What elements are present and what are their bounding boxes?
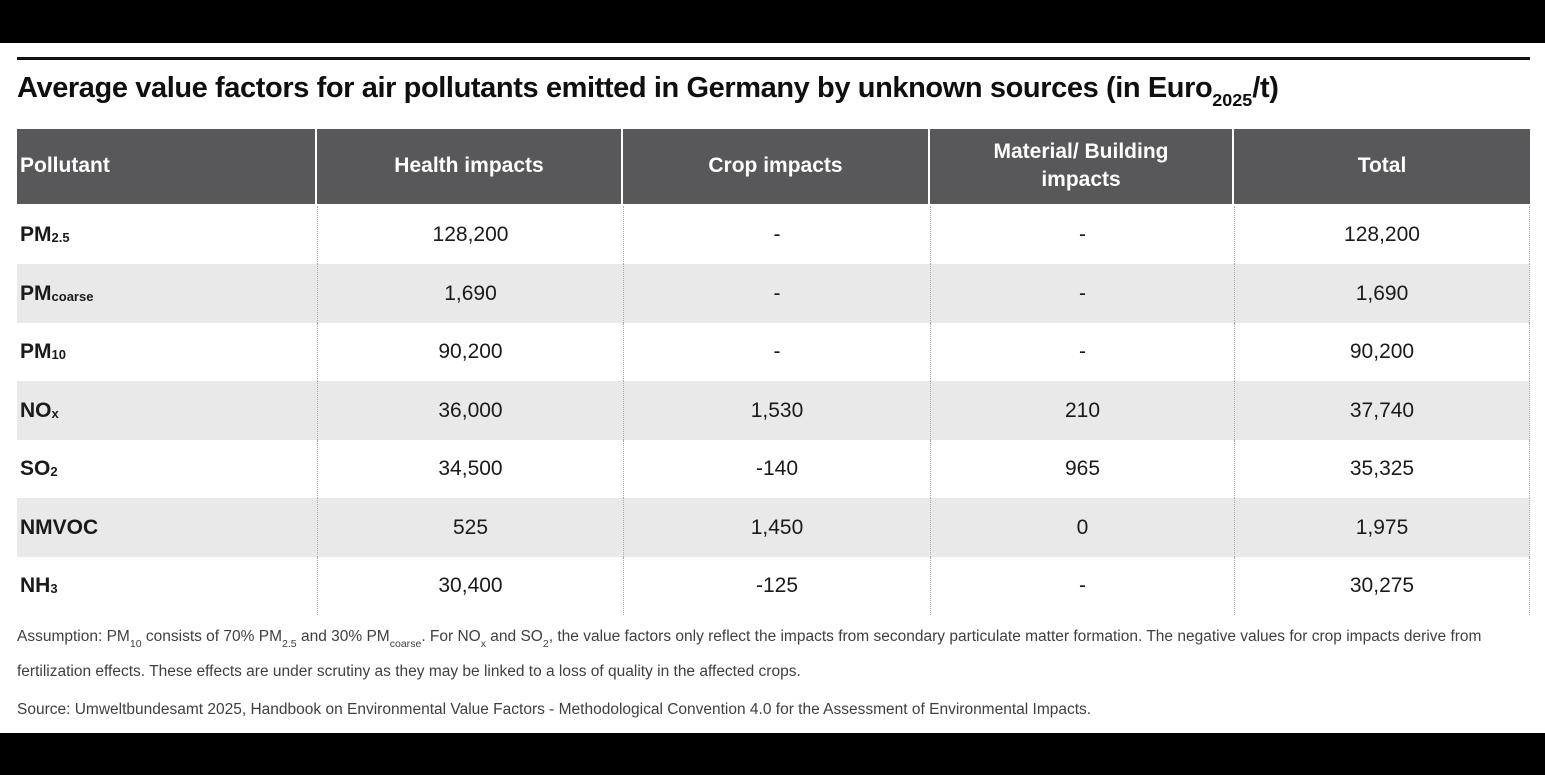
column-header-crop-impacts: Crop impacts xyxy=(623,128,930,204)
value-cell-material-building-impacts: - xyxy=(930,322,1234,382)
value-cell-health-impacts: 36,000 xyxy=(317,381,623,440)
pollutant-label: NMVOC xyxy=(20,515,99,539)
value-cell-crop-impacts: - xyxy=(623,205,930,265)
value-cell-crop-impacts: 1,450 xyxy=(623,498,930,557)
pollutant-label: NO x xyxy=(20,398,59,422)
table-row-nmvoc: NMVOC 525 1,450 0 1,975 xyxy=(17,498,1530,557)
value-cell-health-impacts: 128,200 xyxy=(317,205,623,265)
value-cell-health-impacts: 30,400 xyxy=(317,556,623,616)
value-cell-crop-impacts: - xyxy=(623,322,930,382)
content-area: Average value factors for air pollutants… xyxy=(17,43,1530,721)
value-cell-material-building-impacts: - xyxy=(930,556,1234,616)
value-cell-total: 1,975 xyxy=(1234,498,1530,557)
table-row-nox: NO x 36,000 1,530 210 37,740 xyxy=(17,381,1530,440)
pollutant-label: NH 3 xyxy=(20,574,58,598)
page-title: Average value factors for air pollutants… xyxy=(17,72,1279,111)
pollutant-label: SO 2 xyxy=(20,457,58,481)
table-row-pm-coarse: PM coarse 1,690- -1,690 xyxy=(17,264,1530,323)
pollutant-label: PM coarse xyxy=(20,281,94,305)
pollutant-label: PM 10 xyxy=(20,340,66,364)
value-cell-total: 1,690 xyxy=(1234,264,1530,323)
assumption-note: Assumption: PM10 consists of 70% PM2.5 a… xyxy=(17,628,1482,681)
source-note: Source: Umweltbundesamt 2025, Handbook o… xyxy=(17,701,1092,719)
table-body: PM 2.5 128,200- -128,200 PM coarse 1,690- -1,69… xyxy=(17,205,1530,616)
value-cell-health-impacts: 525 xyxy=(317,498,623,557)
footnotes: Assumption: PM10 consists of 70% PM2.5 a… xyxy=(17,622,1525,721)
table-row-pm2-5: PM 2.5 128,200- -128,200 xyxy=(17,205,1530,265)
value-cell-health-impacts: 34,500 xyxy=(317,439,623,499)
table-header-row: Pollutant Health impacts Crop impacts Mater… xyxy=(17,128,1530,204)
column-header-total: Total xyxy=(1234,128,1530,204)
value-cell-material-building-impacts: 210 xyxy=(930,381,1234,440)
value-cell-total: 35,325 xyxy=(1234,439,1530,499)
value-cell-total: 90,200 xyxy=(1234,322,1530,382)
table-row-so2: SO 2 34,500 -140 965 35,325 xyxy=(17,439,1530,499)
bottom-letterbox-bar xyxy=(0,733,1545,775)
value-cell-crop-impacts: -140 xyxy=(623,439,930,499)
column-header-label: Total xyxy=(1357,154,1407,178)
value-cell-crop-impacts: 1,530 xyxy=(623,381,930,440)
title-rule xyxy=(17,57,1530,60)
value-cell-total: 30,275 xyxy=(1234,556,1530,616)
value-cell-crop-impacts: -125 xyxy=(623,556,930,616)
top-letterbox-bar xyxy=(0,0,1545,43)
table-row-nh3: NH 3 30,400 -125-30,275 xyxy=(17,556,1530,616)
value-cell-total: 37,740 xyxy=(1234,381,1530,440)
value-cell-material-building-impacts: 0 xyxy=(930,498,1234,557)
column-header-label: Crop impacts xyxy=(708,154,843,178)
value-factors-table: Pollutant Health impacts Crop impacts Mater… xyxy=(17,128,1530,616)
column-header-label: Pollutant xyxy=(20,154,110,178)
column-header-pollutant: Pollutant xyxy=(17,128,317,204)
value-cell-material-building-impacts: 965 xyxy=(930,439,1234,499)
value-cell-total: 128,200 xyxy=(1234,205,1530,265)
value-cell-crop-impacts: - xyxy=(623,264,930,323)
column-header-health-impacts: Health impacts xyxy=(317,128,623,204)
column-header-label: Health impacts xyxy=(394,154,544,178)
pollutant-label: PM 2.5 xyxy=(20,223,70,247)
value-cell-health-impacts: 1,690 xyxy=(317,264,623,323)
table-row-pm10: PM 10 90,200- -90,200 xyxy=(17,322,1530,382)
value-cell-material-building-impacts: - xyxy=(930,205,1234,265)
value-cell-material-building-impacts: - xyxy=(930,264,1234,323)
column-header-label: Material/ Building impacts xyxy=(993,139,1169,192)
column-header-material-building-impacts: Material/ Building impacts xyxy=(930,128,1234,204)
value-cell-health-impacts: 90,200 xyxy=(317,322,623,382)
